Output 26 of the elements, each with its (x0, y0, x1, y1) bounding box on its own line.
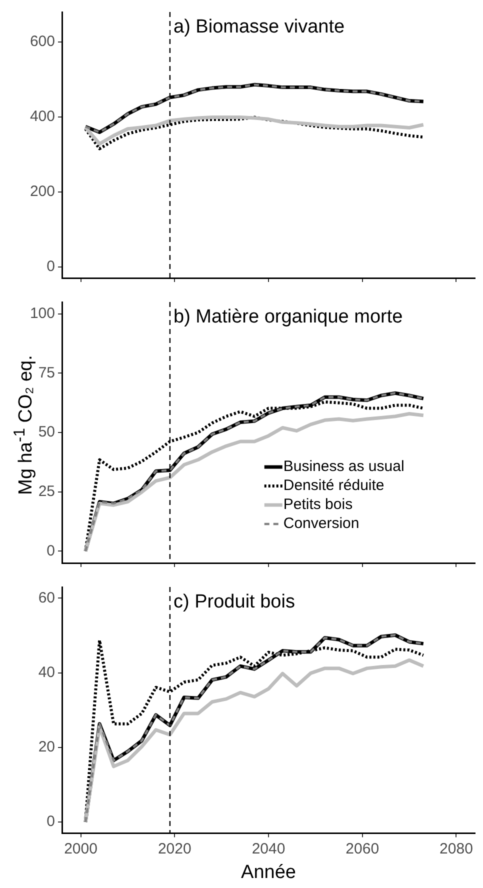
chart-title: a) Biomasse vivante (174, 16, 345, 38)
x-tick-label: 2040 (252, 840, 286, 858)
x-tick-label: 2000 (64, 840, 98, 858)
y-tick-label: 0 (46, 258, 55, 275)
x-axis-title: Année (241, 862, 296, 883)
y-tick-label: 0 (46, 542, 55, 560)
x-tick-label: 2020 (158, 840, 192, 858)
y-tick-label: 25 (38, 482, 55, 500)
y-tick-label: 50 (38, 424, 55, 441)
legend-label: Petits bois (283, 496, 353, 514)
legend-label: Densité réduite (283, 477, 384, 494)
chart-title: b) Matière organique morte (174, 306, 403, 328)
legend-label: Conversion (283, 515, 360, 532)
y-tick-label: 0 (46, 813, 55, 830)
y-tick-label: 600 (30, 33, 55, 50)
x-tick-label: 2060 (346, 840, 380, 858)
y-tick-label: 200 (30, 182, 55, 200)
y-tick-label: 20 (38, 738, 55, 756)
y-tick-label: 75 (38, 364, 55, 382)
x-tick-label: 2080 (440, 840, 473, 858)
legend-label: Business as usual (283, 458, 404, 476)
y-tick-label: 100 (30, 305, 55, 322)
y-tick-label: 400 (30, 108, 55, 126)
y-tick-label: 40 (38, 664, 55, 681)
chart-title: c) Produit bois (174, 592, 295, 613)
y-tick-label: 60 (38, 589, 55, 606)
